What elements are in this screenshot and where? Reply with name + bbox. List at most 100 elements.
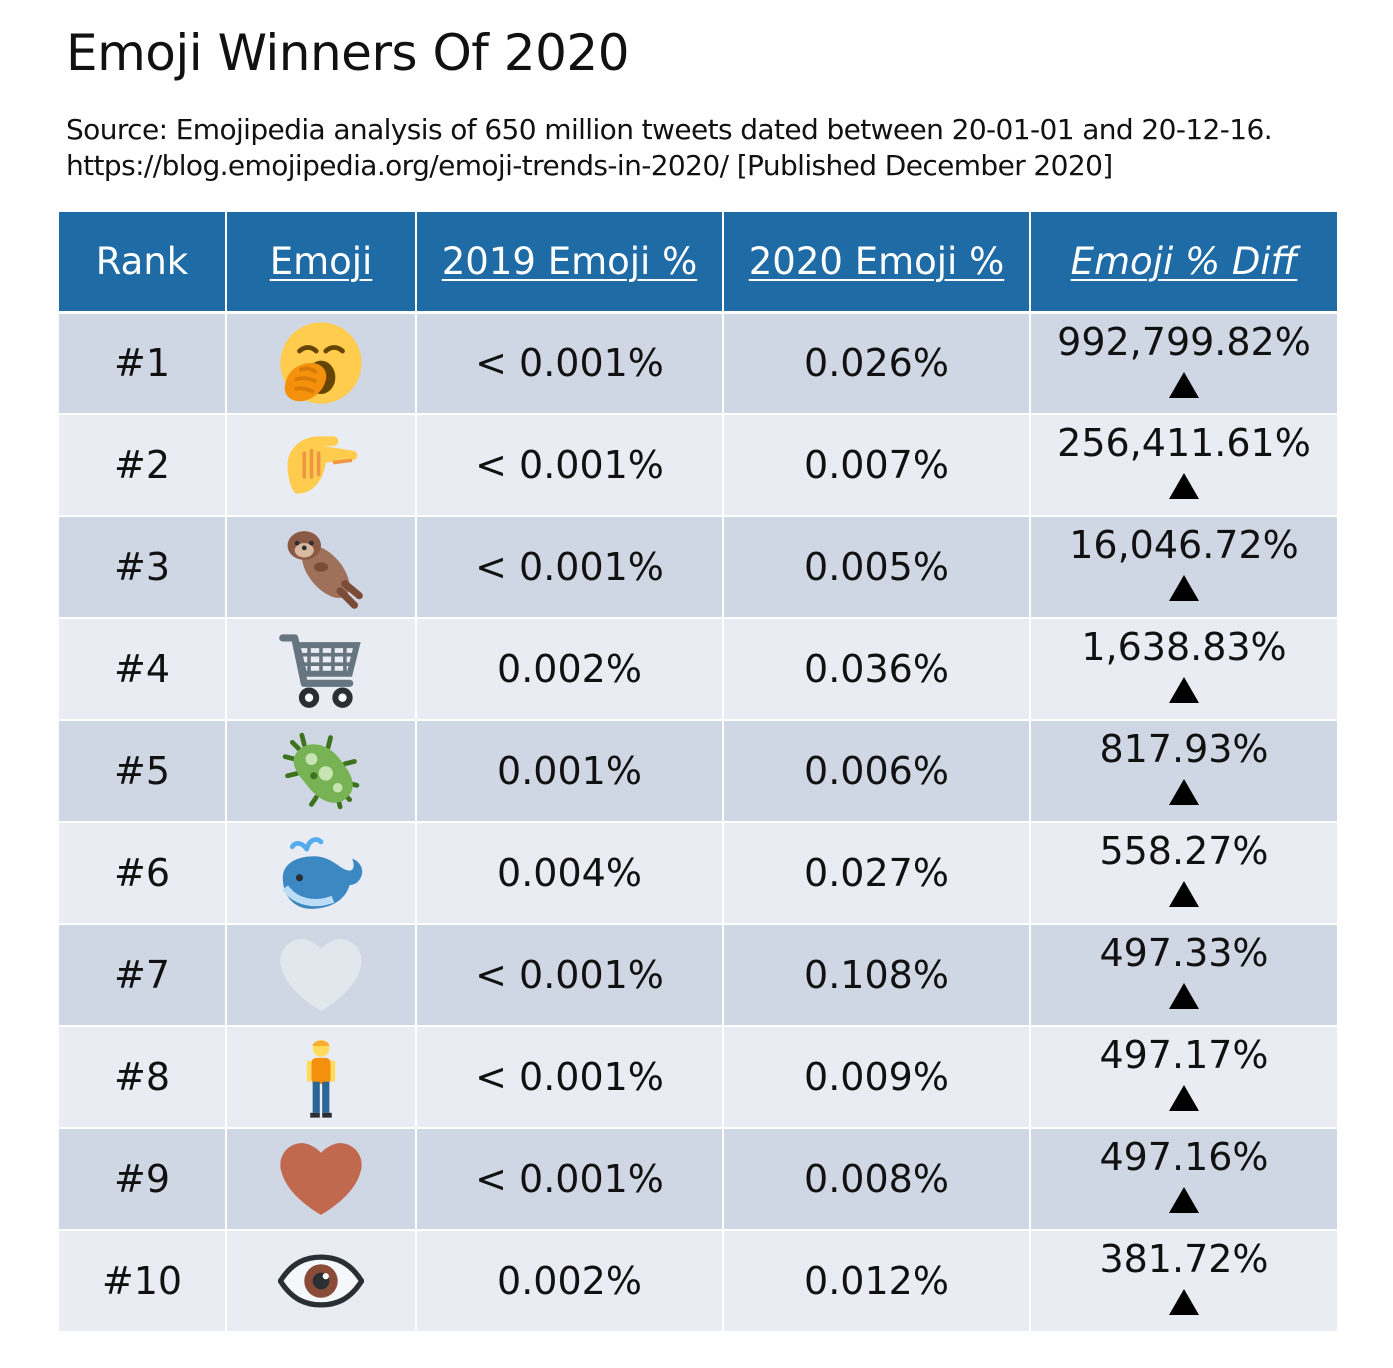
emoji-cell <box>226 618 417 721</box>
emoji-table: Rank Emoji 2019 Emoji % 2020 Emoji % Emo… <box>59 212 1337 1333</box>
table-row: #4 0.002% 0.036% 1,638.83% <box>59 618 1337 721</box>
emoji-cell <box>226 516 417 619</box>
pct-2020-cell: 0.026% <box>723 312 1031 415</box>
pct-2020-cell: 0.006% <box>723 720 1031 823</box>
brown-heart-icon <box>278 1136 364 1222</box>
column-header-label: 2020 Emoji % <box>748 239 1005 283</box>
rank-cell: #3 <box>59 516 227 619</box>
table-row: #6 0.004% 0.027% 558.27% <box>59 822 1337 925</box>
rank-cell: #6 <box>59 822 227 925</box>
pct-2020-cell: 0.108% <box>723 924 1031 1027</box>
pct-diff-value: 497.33% <box>1099 931 1269 975</box>
column-header-label: 2019 Emoji % <box>441 239 698 283</box>
spouting-whale-icon <box>278 830 364 916</box>
emoji-cell <box>226 312 417 415</box>
pct-2019-cell: < 0.001% <box>416 1026 724 1129</box>
column-header-label: Emoji % Diff <box>1070 239 1298 283</box>
otter-icon <box>278 524 364 610</box>
pct-2019-cell: < 0.001% <box>416 516 724 619</box>
pct-diff-cell: 381.72% <box>1030 1230 1337 1333</box>
rank-cell: #7 <box>59 924 227 1027</box>
table-row: #5 0.001% 0.006% 817.93% <box>59 720 1337 823</box>
pct-2019-cell: 0.002% <box>416 1230 724 1333</box>
pct-2019-cell: < 0.001% <box>416 924 724 1027</box>
table-row: #7 < 0.001% 0.108% 497.33% <box>59 924 1337 1027</box>
pct-diff-value: 497.17% <box>1099 1033 1269 1077</box>
pct-diff-cell: 497.33% <box>1030 924 1337 1027</box>
up-triangle-icon <box>1169 1289 1199 1315</box>
pct-diff-cell: 16,046.72% <box>1030 516 1337 619</box>
up-triangle-icon <box>1169 983 1199 1009</box>
pct-2019-cell: < 0.001% <box>416 312 724 415</box>
rank-cell: #2 <box>59 414 227 517</box>
pct-2020-cell: 0.027% <box>723 822 1031 925</box>
up-triangle-icon <box>1169 779 1199 805</box>
rank-cell: #1 <box>59 312 227 415</box>
pct-diff-value: 16,046.72% <box>1069 523 1299 567</box>
emoji-cell <box>226 1026 417 1129</box>
table-row: #8 < 0.001% 0.009% 497.17% <box>59 1026 1337 1129</box>
white-heart-icon <box>278 932 364 1018</box>
pct-2019-cell: 0.004% <box>416 822 724 925</box>
table-row: #10 0.002% 0.012% 381.72% <box>59 1230 1337 1333</box>
column-header-diff[interactable]: Emoji % Diff <box>1030 212 1337 314</box>
pct-diff-value: 497.16% <box>1099 1135 1269 1179</box>
up-triangle-icon <box>1169 575 1199 601</box>
pct-2019-cell: 0.001% <box>416 720 724 823</box>
column-header-label: Emoji <box>269 239 373 283</box>
pct-diff-cell: 497.16% <box>1030 1128 1337 1231</box>
pct-2020-cell: 0.008% <box>723 1128 1031 1231</box>
emoji-cell <box>226 1128 417 1231</box>
up-triangle-icon <box>1169 1187 1199 1213</box>
source-text: Source: Emojipedia analysis of 650 milli… <box>66 112 1273 184</box>
pct-diff-value: 558.27% <box>1099 829 1269 873</box>
pct-2020-cell: 0.036% <box>723 618 1031 721</box>
up-triangle-icon <box>1169 473 1199 499</box>
table-row: #2 < 0.001% 0.007% 256,411.61% <box>59 414 1337 517</box>
emoji-cell <box>226 822 417 925</box>
shopping-cart-icon <box>278 626 364 712</box>
emoji-cell <box>226 1230 417 1333</box>
pct-diff-cell: 1,638.83% <box>1030 618 1337 721</box>
up-triangle-icon <box>1169 371 1199 398</box>
column-header-emoji[interactable]: Emoji <box>226 212 417 314</box>
pct-2019-cell: 0.002% <box>416 618 724 721</box>
pct-2019-cell: < 0.001% <box>416 414 724 517</box>
source-line: Source: Emojipedia analysis of 650 milli… <box>66 113 1273 146</box>
eye-icon <box>277 1238 365 1324</box>
pct-diff-cell: 497.17% <box>1030 1026 1337 1129</box>
pct-diff-cell: 992,799.82% <box>1030 312 1337 415</box>
pct-diff-value: 992,799.82% <box>1057 319 1311 364</box>
up-triangle-icon <box>1169 1085 1199 1111</box>
pinching-hand-icon <box>278 422 364 508</box>
pct-diff-value: 1,638.83% <box>1081 625 1287 669</box>
emoji-cell <box>226 924 417 1027</box>
page-title: Emoji Winners Of 2020 <box>66 24 630 82</box>
column-header-2020[interactable]: 2020 Emoji % <box>723 212 1031 314</box>
table-row: #9 < 0.001% 0.008% 497.16% <box>59 1128 1337 1231</box>
pct-2020-cell: 0.012% <box>723 1230 1031 1333</box>
pct-diff-cell: 256,411.61% <box>1030 414 1337 517</box>
rank-cell: #10 <box>59 1230 227 1333</box>
table-row: #3 < 0.001% 0.005% 16,046.72% <box>59 516 1337 619</box>
rank-cell: #5 <box>59 720 227 823</box>
emoji-cell <box>226 414 417 517</box>
column-header-rank[interactable]: Rank <box>59 212 227 314</box>
pct-diff-value: 256,411.61% <box>1057 421 1311 465</box>
up-triangle-icon <box>1169 881 1199 907</box>
pct-2020-cell: 0.005% <box>723 516 1031 619</box>
up-triangle-icon <box>1169 677 1199 703</box>
header-row: Rank Emoji 2019 Emoji % 2020 Emoji % Emo… <box>59 212 1337 314</box>
rank-cell: #9 <box>59 1128 227 1231</box>
pct-2019-cell: < 0.001% <box>416 1128 724 1231</box>
rank-cell: #4 <box>59 618 227 721</box>
person-standing-icon <box>278 1034 364 1120</box>
pct-diff-cell: 558.27% <box>1030 822 1337 925</box>
pct-diff-value: 381.72% <box>1099 1237 1269 1281</box>
pct-2020-cell: 0.009% <box>723 1026 1031 1129</box>
microbe-icon <box>278 728 364 814</box>
table-row: #1 < 0.001% 0.026% 992,799.82% <box>59 312 1337 415</box>
column-header-2019[interactable]: 2019 Emoji % <box>416 212 724 314</box>
table-body: #1 < 0.001% 0.026% 992,799.82% #2 < 0.001% 0.0… <box>59 312 1337 1333</box>
pct-diff-cell: 817.93% <box>1030 720 1337 823</box>
